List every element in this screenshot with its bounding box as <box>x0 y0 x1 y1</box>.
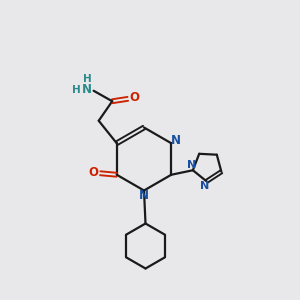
Text: N: N <box>139 189 149 202</box>
Text: N: N <box>200 182 209 191</box>
Text: N: N <box>171 134 181 147</box>
Text: H: H <box>82 74 91 84</box>
Text: N: N <box>82 83 92 96</box>
Text: O: O <box>88 166 99 179</box>
Text: O: O <box>129 92 140 104</box>
Text: N: N <box>187 160 196 170</box>
Text: H: H <box>72 85 81 94</box>
